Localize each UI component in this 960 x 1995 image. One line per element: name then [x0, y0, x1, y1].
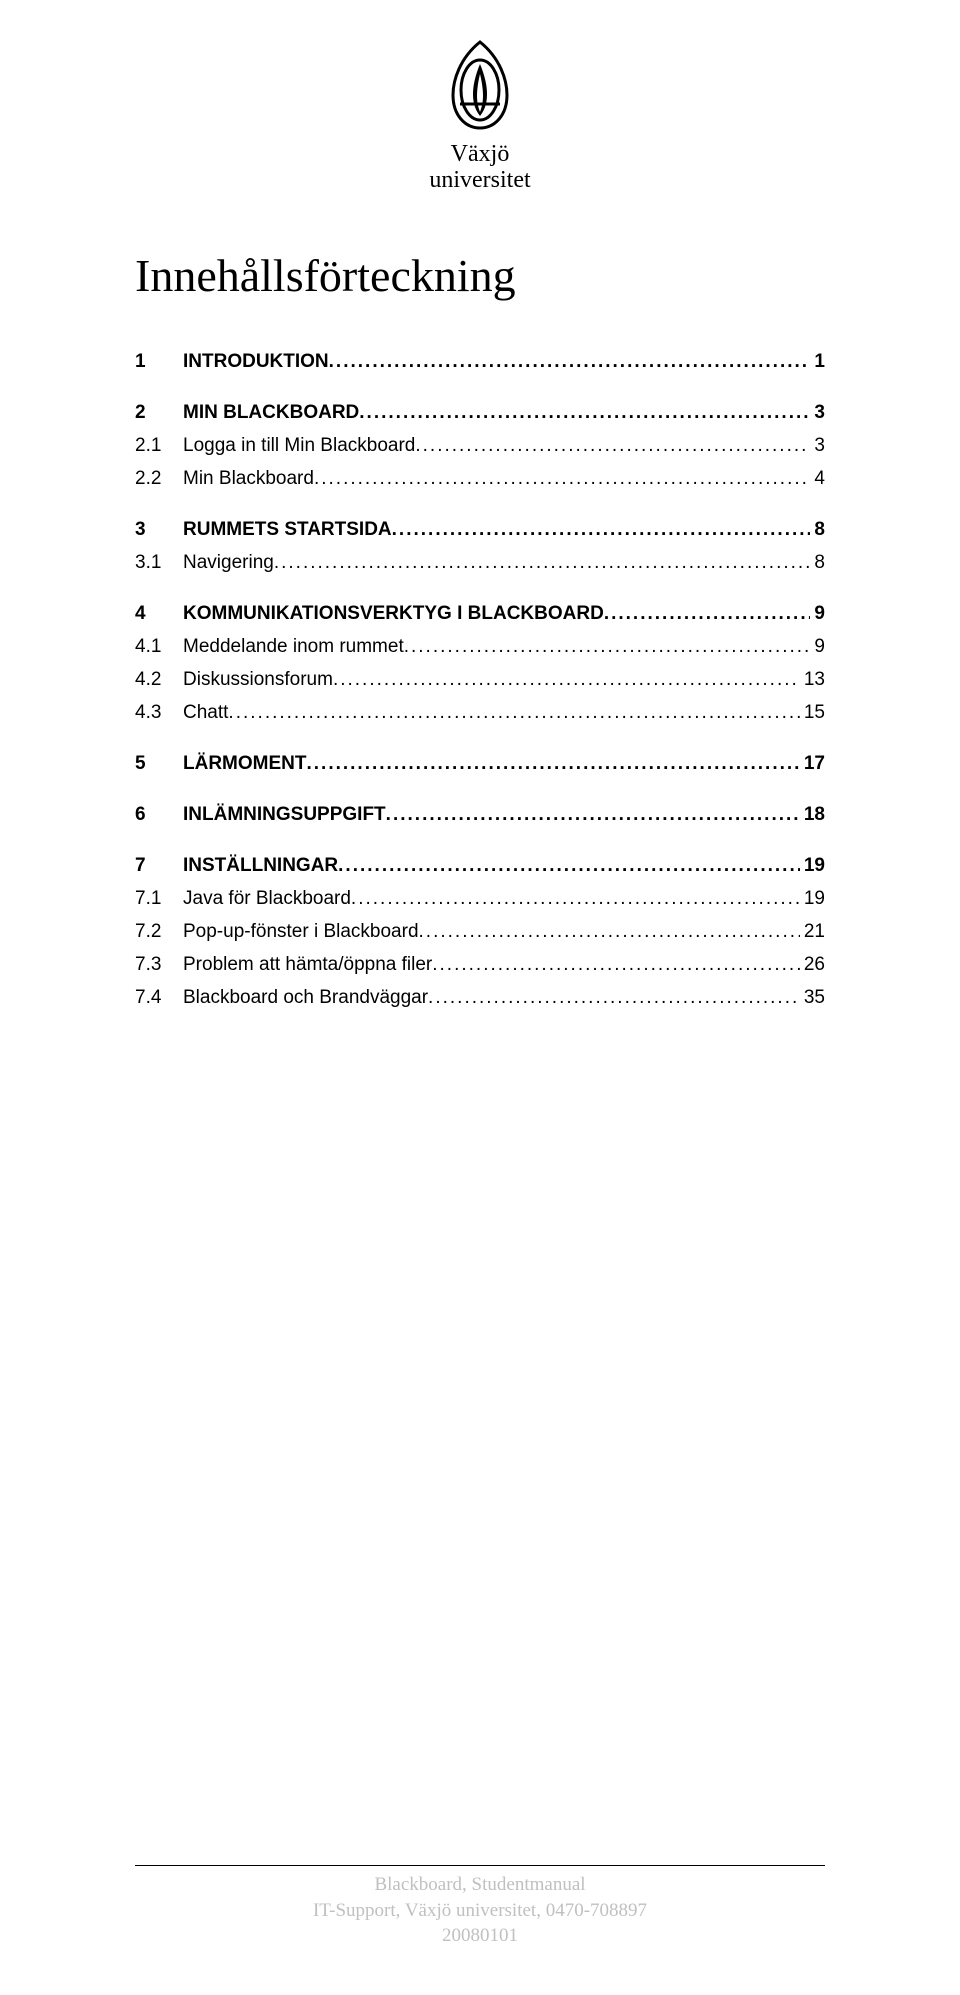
- toc-entry-number: 1: [135, 352, 183, 371]
- toc-leader-dots: [404, 637, 811, 656]
- toc-entry-number: 2.2: [135, 469, 183, 488]
- toc-entry: 4.2Diskussionsforum 13: [135, 670, 825, 689]
- toc-entry-number: 7.4: [135, 988, 183, 1007]
- toc-entry-title: Meddelande inom rummet: [183, 637, 404, 656]
- toc-entry-title: Java för Blackboard: [183, 889, 351, 908]
- toc-entry-page: 26: [800, 955, 825, 974]
- toc-leader-dots: [604, 604, 811, 623]
- toc-leader-dots: [432, 955, 800, 974]
- toc-entry-page: 13: [800, 670, 825, 689]
- toc-entry-number: 7.1: [135, 889, 183, 908]
- toc-leader-dots: [314, 469, 810, 488]
- footer-line-1: Blackboard, Studentmanual: [0, 1872, 960, 1898]
- table-of-contents: 1INTRODUKTION12MIN BLACKBOARD32.1Logga i…: [135, 352, 825, 1007]
- toc-entry-title: Pop-up-fönster i Blackboard: [183, 922, 419, 941]
- toc-entry-title: LÄRMOMENT: [183, 754, 306, 773]
- toc-leader-dots: [329, 352, 811, 371]
- toc-entry-page: 35: [800, 988, 825, 1007]
- toc-entry: 7INSTÄLLNINGAR 19: [135, 856, 825, 875]
- toc-entry-title: RUMMETS STARTSIDA: [183, 520, 392, 539]
- toc-entry-title: KOMMUNIKATIONSVERKTYG I BLACKBOARD: [183, 604, 604, 623]
- toc-entry-number: 2: [135, 403, 183, 422]
- toc-leader-dots: [338, 856, 800, 875]
- toc-entry: 3.1Navigering 8: [135, 553, 825, 572]
- toc-entry-page: 4: [810, 469, 825, 488]
- toc-leader-dots: [333, 670, 800, 689]
- toc-entry-page: 19: [800, 856, 825, 875]
- toc-entry-page: 19: [800, 889, 825, 908]
- toc-entry: 2.1Logga in till Min Blackboard 3: [135, 436, 825, 455]
- toc-entry-page: 21: [800, 922, 825, 941]
- toc-entry: 7.1Java för Blackboard 19: [135, 889, 825, 908]
- toc-entry-number: 4: [135, 604, 183, 623]
- toc-leader-dots: [228, 703, 799, 722]
- toc-entry: 4KOMMUNIKATIONSVERKTYG I BLACKBOARD 9: [135, 604, 825, 623]
- toc-entry-number: 3.1: [135, 553, 183, 572]
- footer-rule: [135, 1865, 825, 1866]
- toc-leader-dots: [351, 889, 800, 908]
- toc-entry-page: 3: [810, 403, 825, 422]
- toc-entry: 2MIN BLACKBOARD 3: [135, 403, 825, 422]
- toc-entry-number: 3: [135, 520, 183, 539]
- toc-entry-title: Diskussionsforum: [183, 670, 333, 689]
- toc-entry-page: 8: [810, 553, 825, 572]
- toc-entry-page: 8: [810, 520, 825, 539]
- toc-entry: 5LÄRMOMENT 17: [135, 754, 825, 773]
- university-name: Växjö universitet: [135, 141, 825, 194]
- toc-entry-title: INTRODUKTION: [183, 352, 329, 371]
- toc-entry-title: Min Blackboard: [183, 469, 314, 488]
- toc-entry-number: 5: [135, 754, 183, 773]
- toc-entry-page: 18: [800, 805, 825, 824]
- toc-entry: 7.3Problem att hämta/öppna filer 26: [135, 955, 825, 974]
- toc-leader-dots: [306, 754, 799, 773]
- toc-leader-dots: [274, 553, 811, 572]
- header-logo-block: Växjö universitet: [135, 40, 825, 194]
- university-name-line1: Växjö: [451, 141, 510, 167]
- toc-entry: 4.3Chatt 15: [135, 703, 825, 722]
- toc-entry: 2.2Min Blackboard 4: [135, 469, 825, 488]
- toc-entry-title: INLÄMNINGSUPPGIFT: [183, 805, 386, 824]
- toc-leader-dots: [428, 988, 800, 1007]
- toc-leader-dots: [386, 805, 800, 824]
- toc-entry-title: Navigering: [183, 553, 274, 572]
- toc-entry-number: 4.1: [135, 637, 183, 656]
- toc-entry-title: Chatt: [183, 703, 228, 722]
- toc-entry-number: 2.1: [135, 436, 183, 455]
- footer-line-2: IT-Support, Växjö universitet, 0470-7088…: [0, 1898, 960, 1924]
- toc-entry-number: 7.2: [135, 922, 183, 941]
- toc-entry-title: MIN BLACKBOARD: [183, 403, 359, 422]
- toc-entry-page: 9: [810, 637, 825, 656]
- toc-entry-page: 3: [810, 436, 825, 455]
- toc-entry-number: 7.3: [135, 955, 183, 974]
- toc-entry: 7.4Blackboard och Brandväggar 35: [135, 988, 825, 1007]
- toc-entry: 1INTRODUKTION1: [135, 352, 825, 371]
- toc-entry: 7.2Pop-up-fönster i Blackboard 21: [135, 922, 825, 941]
- toc-leader-dots: [415, 436, 810, 455]
- footer-line-3: 20080101: [0, 1923, 960, 1949]
- toc-entry-title: Problem att hämta/öppna filer: [183, 955, 432, 974]
- toc-entry-title: INSTÄLLNINGAR: [183, 856, 338, 875]
- toc-leader-dots: [359, 403, 810, 422]
- toc-entry-page: 17: [800, 754, 825, 773]
- toc-entry: 3RUMMETS STARTSIDA 8: [135, 520, 825, 539]
- toc-leader-dots: [392, 520, 811, 539]
- toc-leader-dots: [419, 922, 800, 941]
- toc-entry: 6INLÄMNINGSUPPGIFT 18: [135, 805, 825, 824]
- toc-entry-number: 6: [135, 805, 183, 824]
- toc-entry-page: 1: [810, 352, 825, 371]
- page-footer: Blackboard, Studentmanual IT-Support, Vä…: [0, 1865, 960, 1949]
- toc-entry-number: 7: [135, 856, 183, 875]
- page-title: Innehållsförteckning: [135, 249, 825, 302]
- university-name-line2: universitet: [429, 167, 530, 193]
- university-emblem-icon: [445, 40, 515, 130]
- toc-entry-title: Logga in till Min Blackboard: [183, 436, 415, 455]
- toc-entry-page: 15: [800, 703, 825, 722]
- toc-entry: 4.1Meddelande inom rummet 9: [135, 637, 825, 656]
- toc-entry-page: 9: [810, 604, 825, 623]
- toc-entry-number: 4.3: [135, 703, 183, 722]
- toc-entry-title: Blackboard och Brandväggar: [183, 988, 428, 1007]
- toc-entry-number: 4.2: [135, 670, 183, 689]
